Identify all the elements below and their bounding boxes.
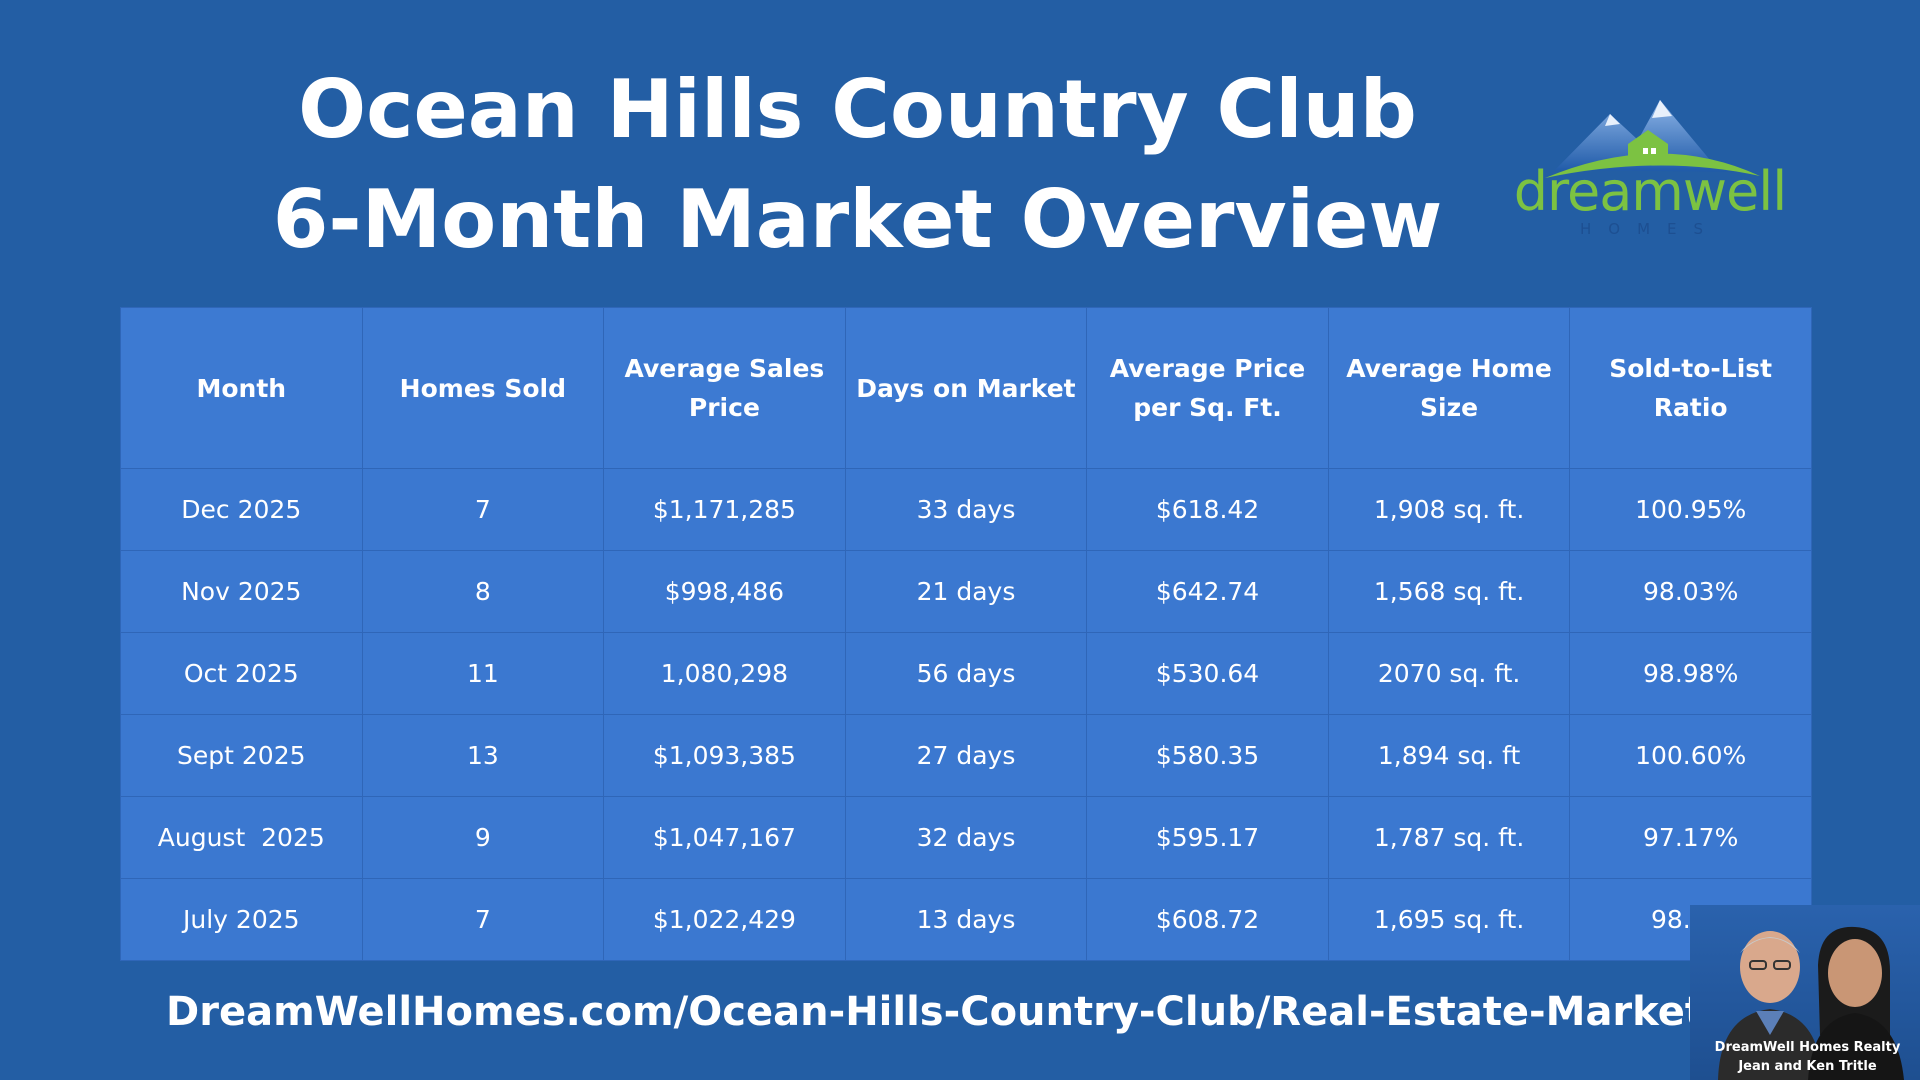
cell-month: Sept 2025: [120, 714, 363, 797]
cell-price-per-sqft: $595.17: [1086, 796, 1329, 879]
logo-subtitle: HOMES: [1579, 220, 1721, 238]
cell-days-on-market: 33 days: [844, 468, 1088, 551]
cell-days-on-market: 21 days: [844, 550, 1088, 633]
cell-month: July 2025: [120, 878, 363, 961]
cell-price-per-sqft: $618.42: [1086, 468, 1329, 551]
cell-homes-sold: 9: [361, 796, 605, 879]
website-url-link[interactable]: DreamWellHomes.com/Ocean-Hills-Country-C…: [166, 989, 1704, 1035]
cell-price-per-sqft: $530.64: [1086, 632, 1329, 715]
header-days-on-market: Days on Market: [844, 307, 1088, 469]
table-row: July 2025 7 $1,022,429 13 days $608.72 1…: [120, 878, 1812, 961]
logo-wordmark: dreamwell: [1513, 160, 1788, 223]
cell-sold-to-list-ratio: 100.95%: [1569, 468, 1812, 551]
header-month: Month: [120, 307, 363, 469]
mountain-house-icon: [1545, 100, 1760, 178]
cell-homes-sold: 7: [361, 878, 605, 961]
agents-caption-line-1: DreamWell Homes Realty: [1714, 1040, 1901, 1055]
cell-average-home-size: 2070 sq. ft.: [1327, 632, 1571, 715]
header-sold-to-list-ratio: Sold-to-List Ratio: [1569, 307, 1812, 469]
market-overview-table: Month Homes Sold Average Sales Price Day…: [120, 307, 1812, 961]
cell-average-home-size: 1,894 sq. ft: [1327, 714, 1571, 797]
header-homes-sold: Homes Sold: [361, 307, 605, 469]
table-header-row: Month Homes Sold Average Sales Price Day…: [120, 307, 1812, 469]
table-row: Nov 2025 8 $998,486 21 days $642.74 1,56…: [120, 550, 1812, 633]
cell-month: Nov 2025: [120, 550, 363, 633]
cell-price-per-sqft: $608.72: [1086, 878, 1329, 961]
cell-price-per-sqft: $580.35: [1086, 714, 1329, 797]
cell-days-on-market: 27 days: [844, 714, 1088, 797]
cell-month: August 2025: [120, 796, 363, 879]
cell-days-on-market: 32 days: [844, 796, 1088, 879]
cell-homes-sold: 8: [361, 550, 605, 633]
cell-average-sales-price: $998,486: [603, 550, 846, 633]
page-title-line-2: 6-Month Market Overview: [272, 173, 1443, 266]
cell-average-home-size: 1,568 sq. ft.: [1327, 550, 1571, 633]
cell-average-home-size: 1,908 sq. ft.: [1327, 468, 1571, 551]
header-average-home-size: Average Home Size: [1327, 307, 1571, 469]
header-average-sales-price: Average Sales Price: [603, 307, 846, 469]
cell-homes-sold: 13: [361, 714, 605, 797]
market-table-container: Month Homes Sold Average Sales Price Day…: [120, 307, 1812, 961]
cell-average-home-size: 1,695 sq. ft.: [1327, 878, 1571, 961]
cell-sold-to-list-ratio: 98.98%: [1569, 632, 1812, 715]
table-row: Dec 2025 7 $1,171,285 33 days $618.42 1,…: [120, 468, 1812, 551]
table-row: Oct 2025 11 1,080,298 56 days $530.64 20…: [120, 632, 1812, 715]
cell-average-sales-price: 1,080,298: [603, 632, 846, 715]
cell-month: Oct 2025: [120, 632, 363, 715]
cell-days-on-market: 13 days: [844, 878, 1088, 961]
cell-average-sales-price: $1,022,429: [603, 878, 846, 961]
cell-average-sales-price: $1,171,285: [603, 468, 846, 551]
agents-caption: DreamWell Homes Realty Jean and Ken Trit…: [1695, 1038, 1920, 1076]
cell-homes-sold: 7: [361, 468, 605, 551]
cell-price-per-sqft: $642.74: [1086, 550, 1329, 633]
cell-average-sales-price: $1,093,385: [603, 714, 846, 797]
cell-average-sales-price: $1,047,167: [603, 796, 846, 879]
cell-sold-to-list-ratio: 98.03%: [1569, 550, 1812, 633]
cell-homes-sold: 11: [361, 632, 605, 715]
cell-sold-to-list-ratio: 97.17%: [1569, 796, 1812, 879]
cell-days-on-market: 56 days: [844, 632, 1088, 715]
header-price-per-sqft: Average Price per Sq. Ft.: [1086, 307, 1329, 469]
agents-photo: [1690, 905, 1920, 1080]
cell-month: Dec 2025: [120, 468, 363, 551]
table-row: August 2025 9 $1,047,167 32 days $595.17…: [120, 796, 1812, 879]
table-row: Sept 2025 13 $1,093,385 27 days $580.35 …: [120, 714, 1812, 797]
page-title-line-1: Ocean Hills Country Club: [298, 63, 1417, 156]
cell-average-home-size: 1,787 sq. ft.: [1327, 796, 1571, 879]
cell-sold-to-list-ratio: 100.60%: [1569, 714, 1812, 797]
dreamwell-logo: dreamwell HOMES: [1510, 92, 1790, 257]
agents-caption-line-2: Jean and Ken Tritle: [1738, 1059, 1877, 1074]
